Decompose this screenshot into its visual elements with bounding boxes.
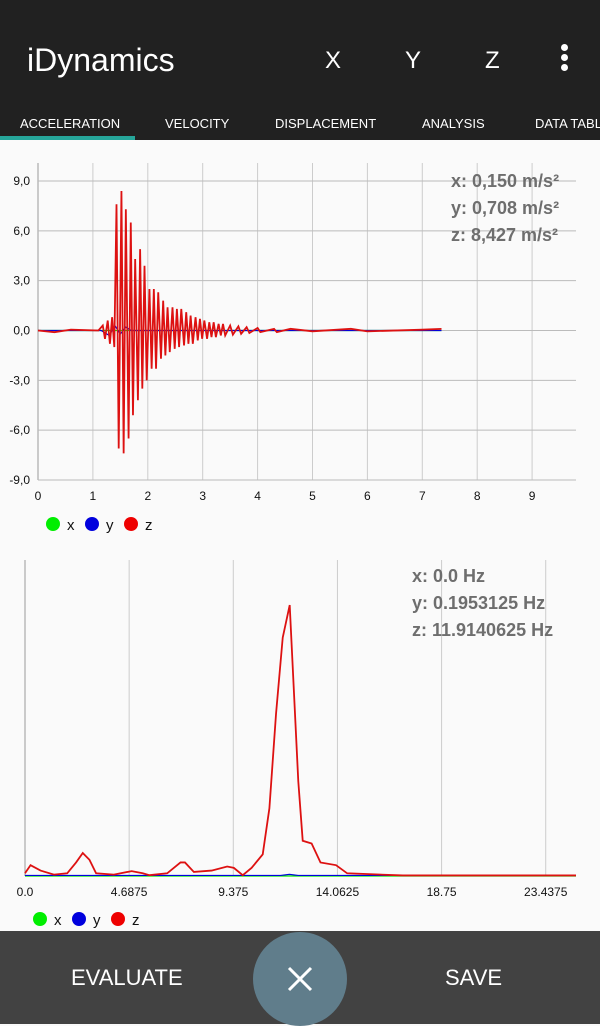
evaluate-button[interactable]: EVALUATE <box>71 965 183 990</box>
y-tick-label: 0,0 <box>13 324 30 338</box>
tab-analysis[interactable]: ANALYSIS <box>422 116 485 131</box>
y-tick-label: 6,0 <box>13 224 30 238</box>
readout-y: y: 0.1953125 Hz <box>412 593 545 613</box>
y-tick-label: 9,0 <box>13 174 30 188</box>
readout-z: z: 8,427 m/s² <box>451 225 558 245</box>
legend-label-x: x <box>54 912 62 929</box>
x-axis-button[interactable]: X <box>325 47 342 74</box>
x-tick-label: 4 <box>254 489 261 503</box>
app-bar: iDynamics X Y Z ACCELERATION VELOCITY DI… <box>0 0 600 140</box>
x-tick-label: 2 <box>144 489 151 503</box>
x-tick-label: 5 <box>309 489 316 503</box>
x-tick-label: 9.375 <box>218 885 248 899</box>
legend-label-x: x <box>67 517 75 534</box>
x-tick-label: 6 <box>364 489 371 503</box>
x-tick-label: 9 <box>529 489 536 503</box>
legend-label-y: y <box>93 912 101 929</box>
tab-data-table[interactable]: DATA TABLE <box>535 116 600 131</box>
x-tick-label: 1 <box>90 489 97 503</box>
tab-acceleration[interactable]: ACCELERATION <box>20 116 121 131</box>
save-button[interactable]: SAVE <box>445 965 503 990</box>
legend-label-y: y <box>106 517 114 534</box>
close-icon <box>287 966 313 992</box>
legend-marker-z <box>111 912 125 926</box>
y-tick-label: -6,0 <box>9 423 30 437</box>
legend-label-z: z <box>132 912 140 929</box>
readout-x: x: 0.0 Hz <box>412 566 485 586</box>
readout-y: y: 0,708 m/s² <box>451 198 559 218</box>
readout-x: x: 0,150 m/s² <box>451 171 559 191</box>
readout-z: z: 11.9140625 Hz <box>412 620 553 640</box>
x-tick-label: 18.75 <box>427 885 457 899</box>
z-axis-button[interactable]: Z <box>485 47 500 74</box>
y-tick-label: 3,0 <box>13 274 30 288</box>
legend-label-z: z <box>145 517 153 534</box>
x-tick-label: 0.0 <box>17 885 34 899</box>
close-button[interactable] <box>253 932 347 1026</box>
legend-marker-x <box>46 517 60 531</box>
x-tick-label: 23.4375 <box>524 885 568 899</box>
more-vert-icon[interactable] <box>556 44 572 76</box>
app-title: iDynamics <box>27 42 175 78</box>
series-line-z <box>24 604 576 877</box>
y-axis-button[interactable]: Y <box>405 47 422 74</box>
tab-velocity[interactable]: VELOCITY <box>165 116 230 131</box>
y-tick-label: -9,0 <box>9 473 30 487</box>
x-tick-label: 8 <box>474 489 481 503</box>
x-tick-label: 14.0625 <box>316 885 360 899</box>
tab-displacement[interactable]: DISPLACEMENT <box>275 116 377 131</box>
tab-bar: ACCELERATION VELOCITY DISPLACEMENT ANALY… <box>0 108 600 140</box>
series-line-z <box>37 190 442 454</box>
x-tick-label: 4.6875 <box>111 885 148 899</box>
x-tick-label: 0 <box>35 489 42 503</box>
x-tick-label: 7 <box>419 489 426 503</box>
spectrum-chart[interactable]: 0.0 4.6875 9.375 14.0625 18.75 23.4375 x: 0.0 … <box>0 0 600 931</box>
legend-marker-y <box>72 912 86 926</box>
legend-marker-y <box>85 517 99 531</box>
legend-marker-z <box>124 517 138 531</box>
legend-marker-x <box>33 912 47 926</box>
active-tab-indicator <box>0 136 135 140</box>
y-tick-label: -3,0 <box>9 373 30 387</box>
x-tick-label: 3 <box>199 489 206 503</box>
acceleration-chart[interactable]: 0 1 2 3 4 5 6 7 8 9 9,0 6,0 3,0 0,0 -3,0 -6,0 -9,0 x: 0,1… <box>0 0 600 545</box>
